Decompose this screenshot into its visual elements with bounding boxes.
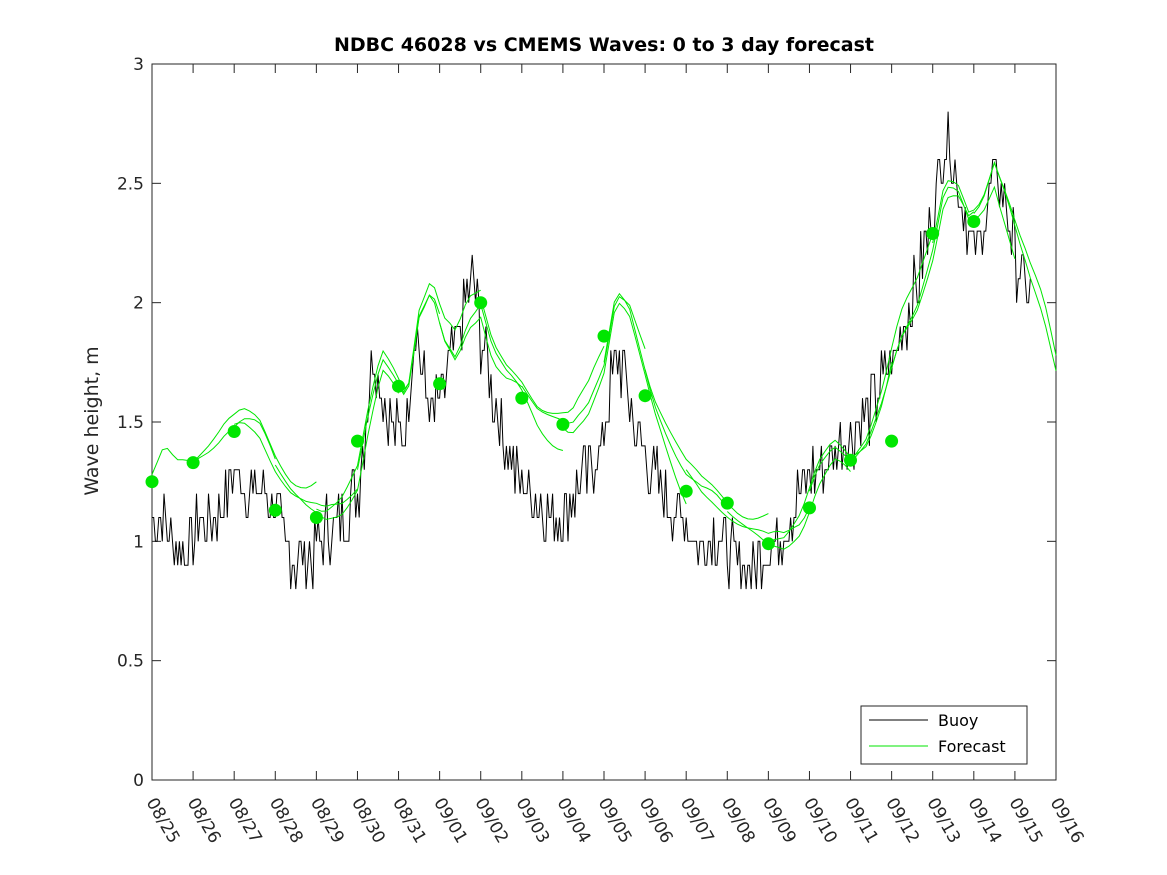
forecast-run-line (603, 292, 728, 510)
forecast-initial-point (761, 537, 775, 551)
forecast-initial-point (392, 379, 405, 393)
forecast-initial-point (474, 296, 488, 310)
x-tick-label: 08/30 (347, 795, 389, 847)
y-tick-label: 2.5 (117, 174, 144, 194)
forecast-initial-point (351, 434, 364, 448)
forecast-initial-point (597, 329, 611, 343)
forecast-initial-point (926, 227, 940, 240)
forecast-run-line (644, 369, 769, 520)
x-tick-label: 09/11 (840, 795, 882, 847)
forecast-run-line (850, 195, 975, 463)
x-tick-label: 08/31 (388, 795, 430, 847)
forecast-run-line (932, 161, 1057, 356)
forecast-run-line (151, 418, 276, 475)
forecast-run-line (809, 233, 934, 492)
forecast-initial-point (515, 391, 529, 405)
y-tick-label: 1 (133, 532, 144, 552)
forecast-run-line (357, 282, 481, 470)
forecast-run-line (274, 369, 399, 520)
y-tick-label: 0.5 (117, 652, 144, 672)
x-tick-label: 09/04 (553, 795, 595, 847)
y-tick-label: 1.5 (117, 413, 144, 433)
forecast-initial-point (679, 484, 693, 498)
forecast-initial-point (227, 425, 241, 438)
forecast-run-line (768, 362, 893, 542)
forecast-initial-point (638, 389, 652, 403)
forecast-initial-point (720, 496, 734, 510)
y-tick-label: 2 (133, 294, 144, 314)
y-axis: 0 0.5 1 1.5 2 2.5 3 (117, 55, 1056, 791)
x-tick-label: 09/09 (758, 795, 800, 847)
series-layer (145, 111, 1057, 590)
forecast-initial-point (186, 456, 200, 470)
forecast-run-line (234, 422, 358, 507)
legend-box (860, 705, 1028, 765)
forecast-run-line (891, 185, 1016, 369)
forecast-run-line (521, 295, 646, 424)
x-tick-label: 08/27 (224, 795, 266, 847)
x-tick-label: 08/28 (265, 795, 307, 847)
forecast-initial-point (803, 501, 816, 515)
x-tick-label: 08/25 (142, 795, 184, 847)
legend: Buoy Forecast (860, 705, 1028, 765)
forecast-initial-point (844, 453, 857, 467)
forecast-initial-point (433, 377, 447, 391)
forecast-run-line (316, 294, 441, 512)
forecast-run-line (439, 303, 564, 451)
x-tick-label: 09/07 (676, 795, 718, 847)
forecast-run-line (726, 458, 851, 550)
y-axis-label: Wave height, m (81, 346, 103, 495)
forecast-run-line (973, 161, 1057, 371)
x-tick-label: 08/29 (306, 795, 348, 847)
y-tick-label: 3 (133, 55, 144, 75)
x-tick-label: 09/13 (922, 795, 964, 847)
forecast-initial-point (145, 475, 159, 489)
forecast-initial-point (556, 417, 570, 431)
x-tick-label: 09/10 (799, 795, 841, 847)
forecast-initial-point (268, 503, 282, 517)
x-tick-label: 09/16 (1046, 795, 1088, 847)
x-tick-label: 08/26 (183, 795, 225, 847)
forecast-initial-point (967, 215, 981, 228)
x-tick-label: 09/02 (470, 795, 512, 847)
plot-frame (151, 63, 1057, 781)
forecast-initial-point (309, 511, 323, 524)
forecast-initial-point (885, 434, 899, 448)
legend-buoy-label: Buoy (938, 711, 978, 730)
x-tick-label: 09/03 (511, 795, 553, 847)
x-tick-label: 09/14 (963, 795, 1005, 847)
forecast-run-line (480, 297, 605, 414)
x-tick-label: 09/12 (881, 795, 923, 847)
y-tick-label: 0 (133, 771, 144, 791)
x-tick-label: 09/05 (594, 795, 636, 847)
x-tick-label: 09/01 (429, 795, 471, 847)
x-tick-label: 09/15 (1005, 795, 1047, 847)
forecast-run-line (192, 408, 317, 489)
forecast-run-line (562, 302, 687, 505)
chart-title: NDBC 46028 vs CMEMS Waves: 0 to 3 day fo… (334, 34, 874, 56)
plot-area (151, 63, 1057, 781)
forecast-run-line (398, 294, 523, 396)
x-tick-label: 09/08 (717, 795, 759, 847)
legend-forecast-label: Forecast (938, 737, 1006, 756)
x-tick-label: 09/06 (635, 795, 677, 847)
buoy-series-line (152, 111, 1031, 590)
